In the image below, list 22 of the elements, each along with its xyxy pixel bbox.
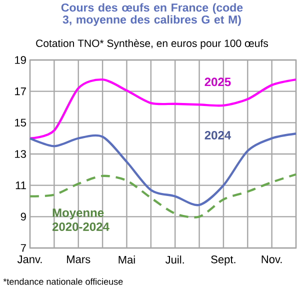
series-label: 2025 xyxy=(204,78,231,86)
line-series xyxy=(28,173,298,218)
series-label: Moyenne 2020-2024 xyxy=(52,208,110,231)
y-tick-label: 13 xyxy=(15,150,26,158)
x-tick-label: Mars xyxy=(67,256,90,264)
y-tick-label: 19 xyxy=(15,56,26,64)
y-tick-label: 11 xyxy=(16,182,26,190)
chart-subtitle: Cotation TNO* Synthèse, en euros pour 100 œufs xyxy=(36,39,268,50)
x-tick-label: Juil. xyxy=(165,256,184,264)
line-series xyxy=(28,78,298,140)
x-tick-label: Janv. xyxy=(17,256,42,264)
chart-title: Cours des œufs en France (code 3, moyenne des calibres G et M) xyxy=(61,3,243,26)
x-tick-label: Mai xyxy=(118,256,135,264)
x-tick-label: Nov. xyxy=(262,256,282,264)
text: *tendance nationale officieuse xyxy=(3,278,123,285)
y-tick-label: 7 xyxy=(20,244,26,252)
y-tick-label: 9 xyxy=(20,212,26,221)
series-label: 2024 xyxy=(204,130,232,140)
x-tick-label: Sept. xyxy=(211,256,236,266)
line-series xyxy=(28,132,298,206)
y-tick-label: 17 xyxy=(15,88,26,96)
y-tick-label: 15 xyxy=(15,118,26,127)
